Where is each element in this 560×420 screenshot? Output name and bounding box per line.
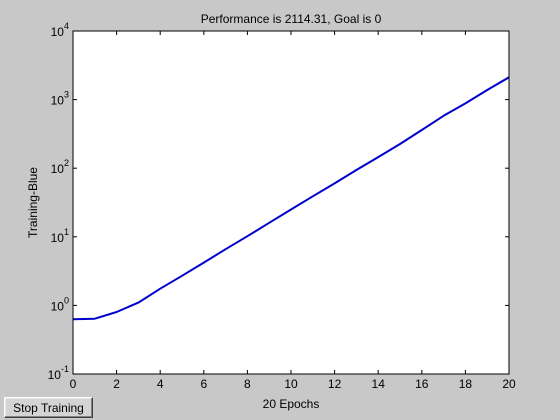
x-tick-label: 2 <box>113 377 120 391</box>
y-tick-label-base: 10 <box>51 299 65 313</box>
plot-frame <box>72 30 510 375</box>
x-tick-label: 20 <box>502 377 516 391</box>
y-tick-label-base: 10 <box>51 94 65 108</box>
y-tick-label-base: 10 <box>51 25 65 39</box>
x-tick-labels: 0 2 4 6 8 10 12 14 16 18 20 <box>70 377 516 391</box>
x-tick-label: 0 <box>70 377 77 391</box>
y-tick-label-base: 10 <box>48 368 62 382</box>
x-tick-label: 4 <box>157 377 164 391</box>
series-line-0 <box>72 76 510 321</box>
x-tick-label: 12 <box>328 377 342 391</box>
y-tick-label-base: 10 <box>51 162 65 176</box>
series-lines <box>72 76 510 321</box>
x-tick-label: 6 <box>200 377 207 391</box>
x-tick-label: 14 <box>372 377 386 391</box>
chart-title: Performance is 2114.31, Goal is 0 <box>201 12 382 26</box>
x-tick-label: 16 <box>415 377 429 391</box>
stop-training-button[interactable]: Stop Training <box>4 397 93 418</box>
y-tick-label-exponent: 2 <box>64 158 69 168</box>
y-axis-label: Training-Blue <box>26 167 40 238</box>
y-tick-label-exponent: 3 <box>64 90 69 100</box>
y-tick-label: 102 <box>51 158 69 176</box>
y-tick-label: 103 <box>51 90 69 108</box>
x-tick-label: 18 <box>459 377 473 391</box>
x-tick-label: 10 <box>284 377 298 391</box>
x-axis-label: 20 Epochs <box>263 397 320 411</box>
y-tick-label: 100 <box>51 295 69 313</box>
y-tick-label-exponent: 0 <box>64 295 69 305</box>
plot-area <box>73 31 509 374</box>
y-tick-label: 104 <box>51 21 69 39</box>
y-tick-label-exponent: -1 <box>61 364 69 374</box>
y-tick-label-exponent: 4 <box>64 21 69 31</box>
x-tick-label: 8 <box>244 377 251 391</box>
y-tick-label: 10-1 <box>48 364 69 382</box>
y-tick-label: 101 <box>51 227 69 245</box>
y-tick-label-base: 10 <box>51 231 65 245</box>
y-tick-label-exponent: 1 <box>64 227 69 237</box>
